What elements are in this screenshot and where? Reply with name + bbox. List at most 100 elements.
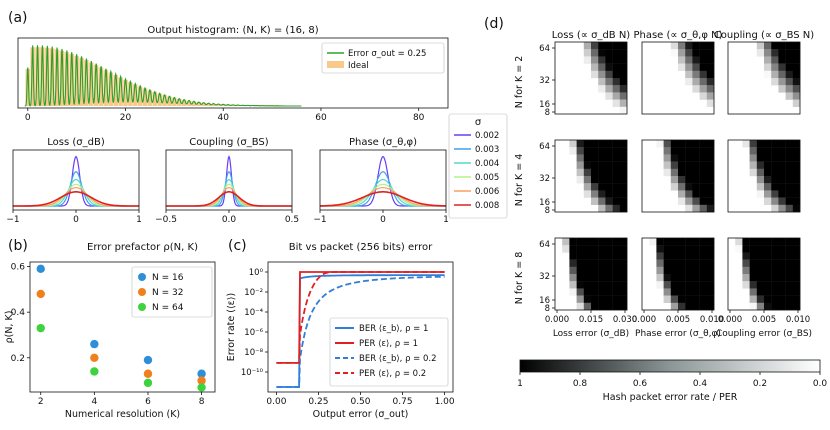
d-heatmap-cell (778, 252, 786, 260)
d-heatmap-cell (670, 238, 679, 246)
d-heatmap-cell (591, 302, 599, 311)
d-heatmap-cell (612, 259, 620, 267)
d-heatmap-cell (778, 197, 786, 205)
b-x-tick-label: 8 (199, 397, 205, 407)
d-heatmap-cell (785, 140, 793, 148)
d-heatmap-cell (670, 252, 679, 260)
d-heatmap-cell (706, 99, 715, 107)
d-heatmap-cell (771, 295, 779, 303)
d-heatmap-cell (699, 161, 707, 169)
d-heatmap-cell (778, 295, 786, 303)
ideal-bar (221, 104, 226, 106)
d-heatmap-cell (685, 176, 693, 184)
ideal-bar (186, 100, 192, 106)
d-heatmap-cell (742, 259, 750, 267)
colorbar-tick-label: 0.4 (693, 379, 708, 389)
d-heatmap-cell (670, 281, 679, 289)
d-heatmap-cell (591, 266, 599, 275)
d-heatmap-cell (742, 274, 750, 282)
d-heatmap-frame (554, 41, 628, 115)
d-heatmap-cell (692, 281, 700, 289)
sigma-curve (13, 171, 139, 207)
d-heatmap-cell (612, 154, 620, 162)
d-heatmap-cell (612, 204, 620, 213)
d-row-label: N for K = 2 (514, 56, 525, 108)
d-heatmap-cell (699, 147, 707, 155)
d-heatmap-cell (692, 245, 700, 253)
d-heatmap-cell (785, 161, 793, 169)
d-heatmap-cell (785, 259, 793, 267)
d-heatmap-cell (619, 154, 628, 162)
hist-x-tick-label: 40 (218, 113, 230, 123)
d-heatmap-cell (591, 154, 599, 162)
d-heatmap-cell (598, 266, 606, 275)
d-heatmap-cell (619, 161, 628, 169)
d-heatmap-cell (692, 252, 700, 260)
d-heatmap-cell (699, 183, 707, 191)
d-heatmap-frame (727, 139, 801, 213)
d-heatmap-cell (605, 238, 613, 246)
d-heatmap-cell (692, 78, 700, 86)
d-heatmap-cell (663, 259, 671, 267)
d-heatmap-cell (591, 183, 599, 191)
ideal-bar (113, 74, 118, 106)
d-heatmap-cell (656, 274, 664, 282)
d-heatmap-cell (785, 154, 793, 162)
d-y-tick-label: 32 (539, 76, 550, 86)
c-legend-label: PER ⟨ε⟩, ρ = 1 (359, 339, 418, 349)
d-heatmap-cell (756, 288, 765, 296)
d-heatmap-cell (605, 204, 613, 213)
d-heatmap-cell (792, 197, 801, 205)
d-heatmap-cell (612, 274, 620, 282)
d-heatmap-cell (612, 295, 620, 303)
d-heatmap-cell (756, 161, 765, 169)
d-x-tick-label: 0.005 (752, 315, 776, 325)
c-legend-label: BER ⟨ε_b⟩, ρ = 1 (359, 324, 428, 334)
d-heatmap-cell (583, 274, 592, 282)
ideal-bar (147, 90, 153, 106)
d-heatmap-cell (583, 295, 592, 303)
d-heatmap-cell (656, 238, 664, 246)
d-heatmap-cell (692, 42, 700, 50)
hist-frame (17, 37, 449, 109)
d-heatmap-cell (692, 147, 700, 155)
d-heatmap-cell (569, 288, 577, 296)
c-y-tick-label: 10⁻⁴ (244, 308, 263, 318)
d-heatmap-cell (792, 245, 801, 253)
d-heatmap-cell (792, 99, 801, 107)
d-heatmap-cell (670, 302, 679, 311)
d-heatmap-cell (778, 245, 786, 253)
d-xlabel: Loss error (σ_dB) (553, 329, 629, 339)
b-point (36, 264, 45, 274)
d-heatmap-cell (619, 238, 628, 246)
d-heatmap-cell (569, 274, 577, 282)
d-heatmap-cell (591, 140, 599, 148)
d-heatmap-cell (619, 176, 628, 184)
d-heatmap-cell (612, 302, 620, 311)
d-heatmap-cell (699, 92, 707, 100)
d-heatmap-cell (749, 238, 757, 246)
d-heatmap-cell (583, 190, 592, 198)
d-heatmap-cell (706, 176, 715, 184)
d-heatmap-cell (792, 154, 801, 162)
d-heatmap-cell (685, 266, 693, 275)
ideal-bar (211, 103, 216, 106)
d-heatmap-cell (692, 204, 700, 213)
d-heatmap-cell (583, 161, 592, 169)
d-heatmap-cell (778, 154, 786, 162)
d-heatmap-cell (576, 176, 584, 184)
d-heatmap-cell (785, 70, 793, 79)
d-heatmap-cell (756, 281, 765, 289)
d-heatmap-cell (764, 168, 772, 177)
ideal-bar (162, 95, 167, 106)
d-heatmap-cell (619, 259, 628, 267)
d-heatmap-cell (619, 56, 628, 64)
d-heatmap-cell (663, 274, 671, 282)
d-y-tick-label: 16 (539, 198, 550, 208)
d-heatmap-cell (771, 197, 779, 205)
d-heatmap-cell (764, 281, 772, 289)
d-heatmap-frame (641, 41, 715, 115)
d-heatmap-cell (706, 204, 715, 213)
d-heatmap-cell (576, 288, 584, 296)
colorbar-tick-label: 0.0 (813, 379, 828, 389)
